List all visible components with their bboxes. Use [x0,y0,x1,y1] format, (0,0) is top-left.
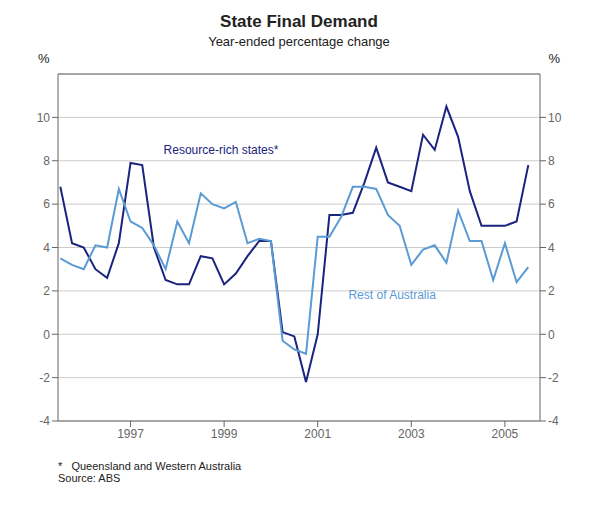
svg-text:-2: -2 [39,371,50,385]
svg-text:8: 8 [43,154,50,168]
svg-text:4: 4 [548,241,555,255]
svg-text:6: 6 [43,197,50,211]
svg-text:2005: 2005 [492,427,519,441]
svg-text:2: 2 [548,284,555,298]
svg-text:0: 0 [548,328,555,342]
svg-text:-2: -2 [548,371,559,385]
html-text:State Final Demand: State Final Demand [220,12,378,31]
svg-text:6: 6 [548,197,555,211]
svg-text:10: 10 [37,111,51,125]
svg-text:8: 8 [548,154,555,168]
svg-text:2003: 2003 [398,427,425,441]
svg-text:-4: -4 [39,414,50,428]
svg-text:Rest of Australia: Rest of Australia [348,288,436,302]
svg-text:2: 2 [43,284,50,298]
html-text:Source: ABS: Source: ABS [58,472,121,484]
html-text:Year-ended percentage change: Year-ended percentage change [208,34,390,49]
svg-text:Resource-rich states*: Resource-rich states* [164,143,279,157]
svg-text:2001: 2001 [304,427,331,441]
svg-text:1997: 1997 [117,427,144,441]
svg-text:-4: -4 [548,414,559,428]
svg-text:1999: 1999 [211,427,238,441]
html-text:* Queensland and Western Austr: * Queensland and Western Australia [58,460,242,472]
svg-text:10: 10 [548,111,562,125]
svg-text:4: 4 [43,241,50,255]
svg-text:0: 0 [43,328,50,342]
